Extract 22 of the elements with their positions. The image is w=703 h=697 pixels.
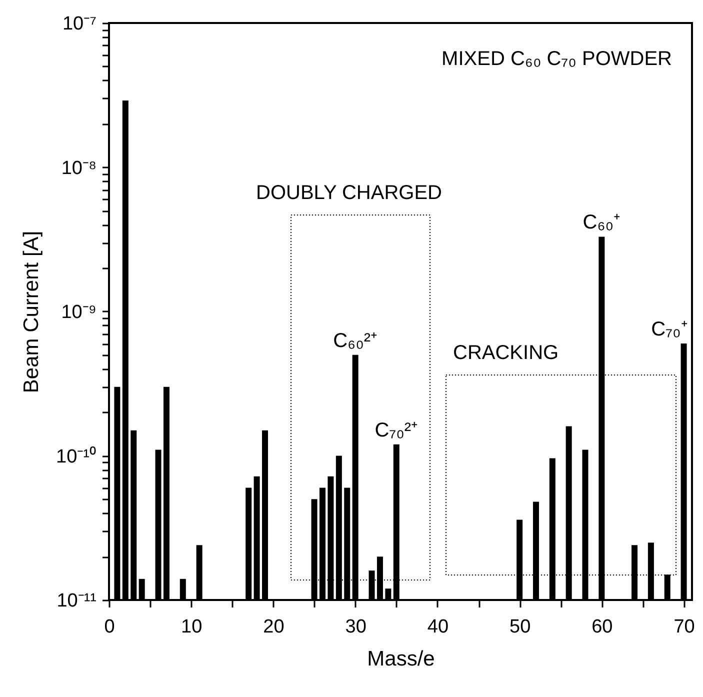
y-tick-label: 10⁻⁸: [61, 158, 96, 179]
x-tick-label: 20: [263, 616, 284, 638]
annotation: C₇₀⁺: [651, 318, 688, 340]
x-tick-label: 60: [592, 616, 613, 638]
text: MIXED C₆₀ C₇₀ POWDER: [442, 48, 672, 70]
annotation: DOUBLY CHARGED: [256, 182, 442, 204]
annotation: C₆₀⁺: [582, 212, 621, 234]
y-axis-title: Beam Current [A]: [20, 230, 44, 394]
y-tick-label: 10⁻¹¹: [56, 590, 96, 612]
x-axis-title: Mass/e: [367, 648, 435, 670]
x-tick-label: 40: [427, 616, 449, 638]
x-tick-label: 70: [674, 616, 695, 638]
y-tick-label: 10⁻¹⁰: [56, 445, 96, 468]
annotation: CRACKING: [453, 342, 559, 364]
annotation: C₇₀²⁺: [374, 419, 418, 442]
y-tick-label: 10⁻⁷: [62, 14, 97, 34]
y-tick-label: 10⁻⁹: [61, 302, 96, 323]
x-tick-label: 30: [345, 616, 366, 638]
x-tick-label: 50: [509, 616, 531, 638]
x-tick-label: 0: [104, 616, 115, 638]
annotation: C₆₀²⁺: [333, 330, 378, 352]
x-tick-label: 10: [181, 616, 202, 638]
